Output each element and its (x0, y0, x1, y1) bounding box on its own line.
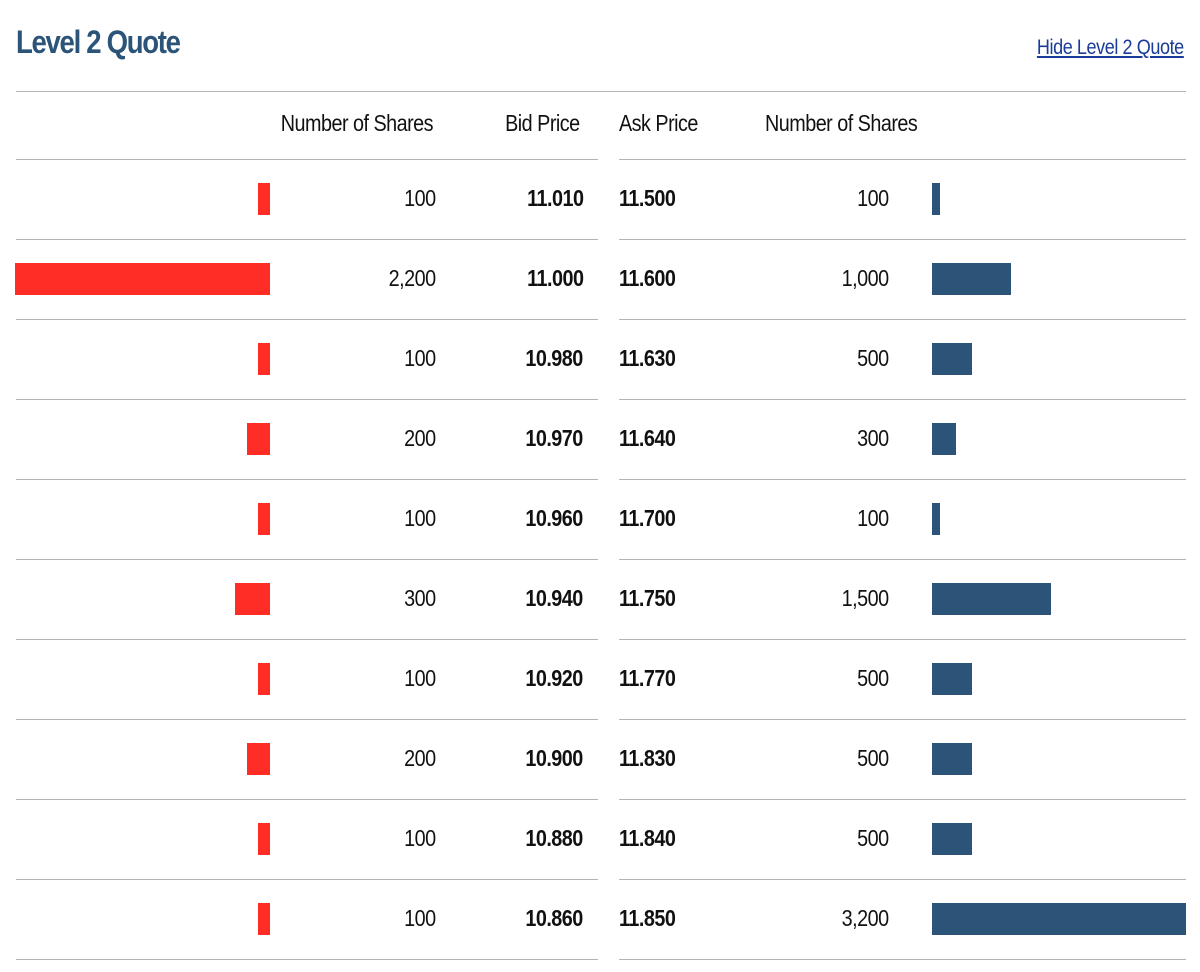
row-divider-ask (619, 559, 1186, 560)
bid-volume-bar (258, 823, 270, 855)
row-divider-ask (619, 719, 1186, 720)
ask-price-cell: 11.700 (619, 505, 676, 531)
bid-price-cell: 10.960 (525, 505, 584, 531)
ask-price-cell: 11.850 (619, 905, 676, 931)
row-divider-bottom (16, 959, 598, 960)
ask-volume-bar (932, 743, 972, 775)
ask-shares-cell: 3,200 (842, 905, 889, 931)
ask-price-cell: 11.840 (619, 825, 676, 851)
bid-price-cell: 10.980 (525, 345, 584, 371)
ask-volume-bar (932, 583, 1051, 615)
ask-volume-bar (932, 823, 972, 855)
ask-price-cell: 11.770 (619, 665, 676, 691)
bid-shares-cell: 100 (404, 825, 437, 851)
bid-price-cell: 10.900 (525, 745, 584, 771)
bid-shares-cell: 100 (404, 345, 437, 371)
bid-shares-cell: 200 (404, 745, 437, 771)
bid-volume-bar (15, 263, 270, 295)
bid-volume-bar (258, 183, 270, 215)
row-divider-ask (619, 159, 1186, 160)
row-divider-ask (619, 239, 1186, 240)
bid-volume-bar (258, 343, 270, 375)
header-ask-shares: Number of Shares (765, 110, 918, 136)
ask-shares-cell: 1,500 (842, 585, 889, 611)
bid-volume-bar (258, 503, 270, 535)
ask-price-cell: 11.600 (619, 265, 676, 291)
ask-volume-bar (932, 263, 1011, 295)
row-divider-ask (619, 479, 1186, 480)
row-divider-bid (16, 239, 598, 240)
ask-price-cell: 11.630 (619, 345, 676, 371)
bid-shares-cell: 100 (404, 665, 437, 691)
divider-top (16, 91, 1186, 92)
bid-shares-cell: 300 (404, 585, 437, 611)
bid-price-cell: 10.970 (525, 425, 584, 451)
bid-shares-cell: 100 (404, 185, 437, 211)
ask-shares-cell: 1,000 (842, 265, 889, 291)
ask-shares-cell: 100 (857, 505, 890, 531)
row-divider-ask (619, 879, 1186, 880)
row-divider-bid (16, 719, 598, 720)
ask-price-cell: 11.830 (619, 745, 676, 771)
ask-volume-bar (932, 423, 956, 455)
row-divider-ask (619, 799, 1186, 800)
ask-volume-bar (932, 503, 940, 535)
bid-volume-bar (247, 423, 270, 455)
row-divider-bid (16, 319, 598, 320)
header-ask-price: Ask Price (619, 110, 698, 136)
ask-price-cell: 11.640 (619, 425, 676, 451)
page-title: Level 2 Quote (16, 24, 181, 60)
bid-volume-bar (247, 743, 270, 775)
ask-shares-cell: 300 (857, 425, 890, 451)
hide-level2-link[interactable]: Hide Level 2 Quote (1037, 36, 1184, 59)
bid-shares-cell: 100 (404, 505, 437, 531)
bid-volume-bar (235, 583, 270, 615)
bid-volume-bar (258, 663, 270, 695)
bid-price-cell: 10.860 (525, 905, 584, 931)
row-divider-ask (619, 399, 1186, 400)
row-divider-bid (16, 399, 598, 400)
bid-price-cell: 11.000 (526, 265, 584, 291)
ask-shares-cell: 100 (857, 185, 890, 211)
row-divider-ask (619, 319, 1186, 320)
ask-volume-bar (932, 183, 940, 215)
bid-price-cell: 10.940 (525, 585, 584, 611)
row-divider-ask (619, 639, 1186, 640)
ask-volume-bar (932, 343, 972, 375)
header-bid-price: Bid Price (505, 110, 580, 136)
ask-shares-cell: 500 (857, 345, 890, 371)
row-divider-bid (16, 879, 598, 880)
bid-price-cell: 10.920 (525, 665, 584, 691)
row-divider-bid (16, 559, 598, 560)
bid-shares-cell: 200 (404, 425, 437, 451)
row-divider-bid (16, 479, 598, 480)
bid-volume-bar (258, 903, 270, 935)
ask-shares-cell: 500 (857, 825, 890, 851)
bid-price-cell: 11.010 (526, 185, 584, 211)
ask-price-cell: 11.750 (619, 585, 676, 611)
row-divider-bottom (619, 959, 1186, 960)
bid-price-cell: 10.880 (525, 825, 584, 851)
ask-price-cell: 11.500 (619, 185, 676, 211)
ask-shares-cell: 500 (857, 745, 890, 771)
ask-volume-bar (932, 663, 972, 695)
header-bid-shares: Number of Shares (280, 110, 434, 136)
bid-shares-cell: 100 (404, 905, 437, 931)
row-divider-bid (16, 639, 598, 640)
row-divider-bid (16, 159, 598, 160)
ask-volume-bar (932, 903, 1186, 935)
row-divider-bid (16, 799, 598, 800)
bid-shares-cell: 2,200 (389, 265, 436, 291)
ask-shares-cell: 500 (857, 665, 890, 691)
